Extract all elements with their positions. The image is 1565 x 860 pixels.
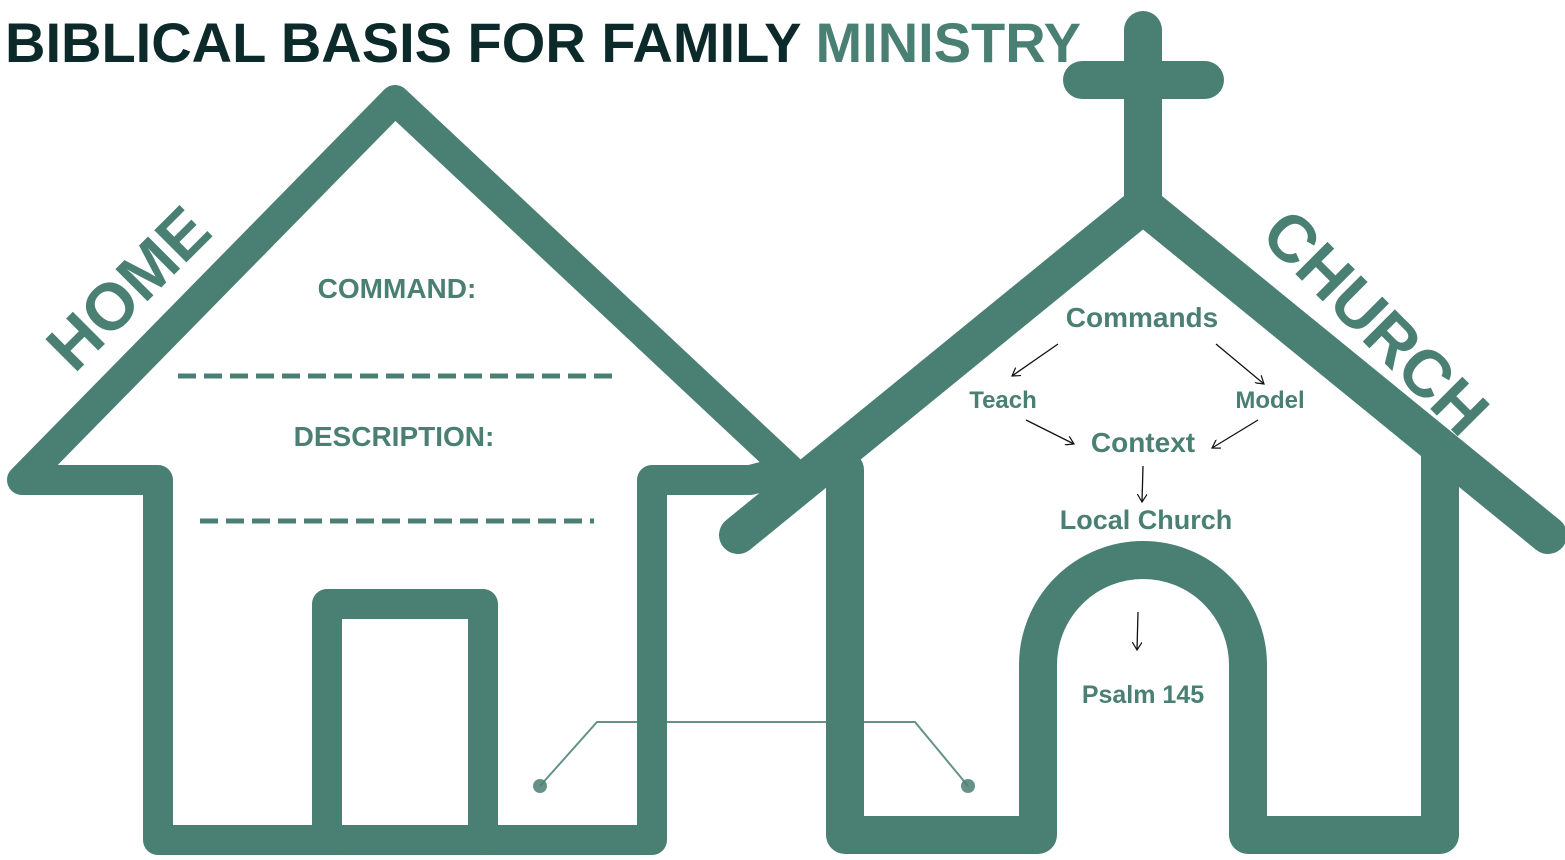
home-door: [327, 604, 483, 840]
arrow: [1012, 344, 1058, 376]
arrow: [1026, 420, 1074, 444]
flow-node: Teach: [969, 387, 1037, 414]
connector-dot: [533, 779, 547, 793]
connector: [540, 722, 968, 786]
arrow: [1142, 466, 1143, 502]
field-label: COMMAND:: [318, 273, 477, 304]
title-main: BIBLICAL BASIS FOR FAMILY: [5, 11, 802, 74]
title-accent: MINISTRY: [816, 11, 1081, 74]
church-cross: [1082, 30, 1205, 195]
field-label: DESCRIPTION:: [294, 421, 495, 452]
flow-node: Context: [1091, 427, 1195, 458]
flow-node: Local Church: [1060, 505, 1233, 535]
arrow: [1137, 612, 1138, 650]
flow-node: Commands: [1066, 302, 1218, 333]
arrow: [1216, 344, 1264, 384]
flow-node: Model: [1235, 387, 1304, 414]
diagram: BIBLICAL BASIS FOR FAMILYMINISTRY HOME C…: [0, 0, 1565, 855]
arrow: [1212, 420, 1258, 448]
houses: [22, 30, 1548, 840]
connector-dot: [961, 779, 975, 793]
flow-node: Psalm 145: [1082, 681, 1204, 709]
home-outline: [22, 100, 790, 840]
